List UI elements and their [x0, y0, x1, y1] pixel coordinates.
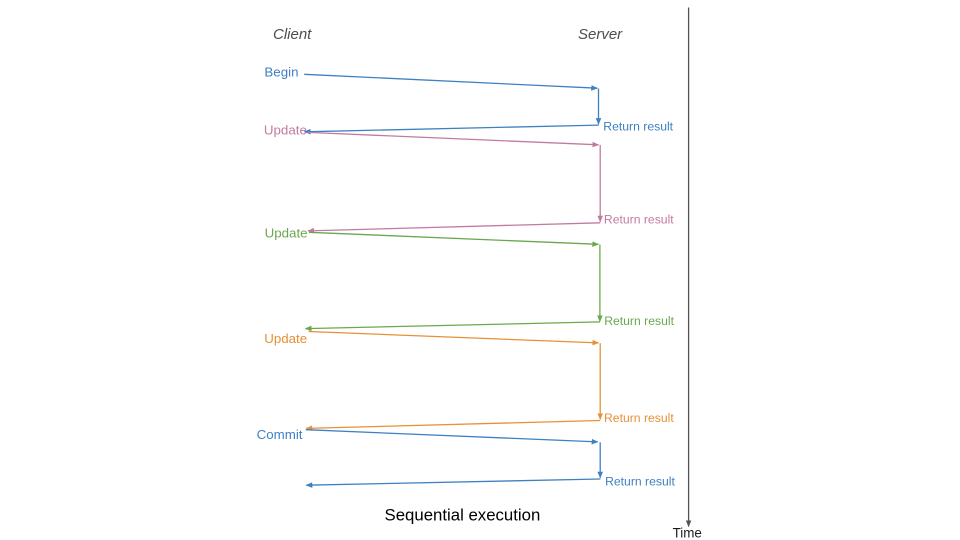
svg-text:Client: Client — [273, 26, 312, 43]
svg-text:Update: Update — [264, 122, 307, 137]
svg-text:Commit: Commit — [257, 427, 303, 442]
svg-text:Return result: Return result — [604, 411, 674, 425]
svg-text:Begin: Begin — [264, 65, 298, 80]
svg-text:Sequential execution: Sequential execution — [385, 506, 541, 525]
svg-text:Server: Server — [578, 26, 623, 43]
svg-text:Return result: Return result — [605, 474, 675, 488]
svg-text:Update: Update — [264, 331, 307, 346]
svg-text:Return result: Return result — [604, 314, 674, 328]
svg-text:Time: Time — [673, 525, 702, 540]
svg-text:Return result: Return result — [604, 212, 674, 226]
svg-text:Return result: Return result — [603, 120, 673, 134]
svg-text:Update: Update — [265, 226, 308, 241]
